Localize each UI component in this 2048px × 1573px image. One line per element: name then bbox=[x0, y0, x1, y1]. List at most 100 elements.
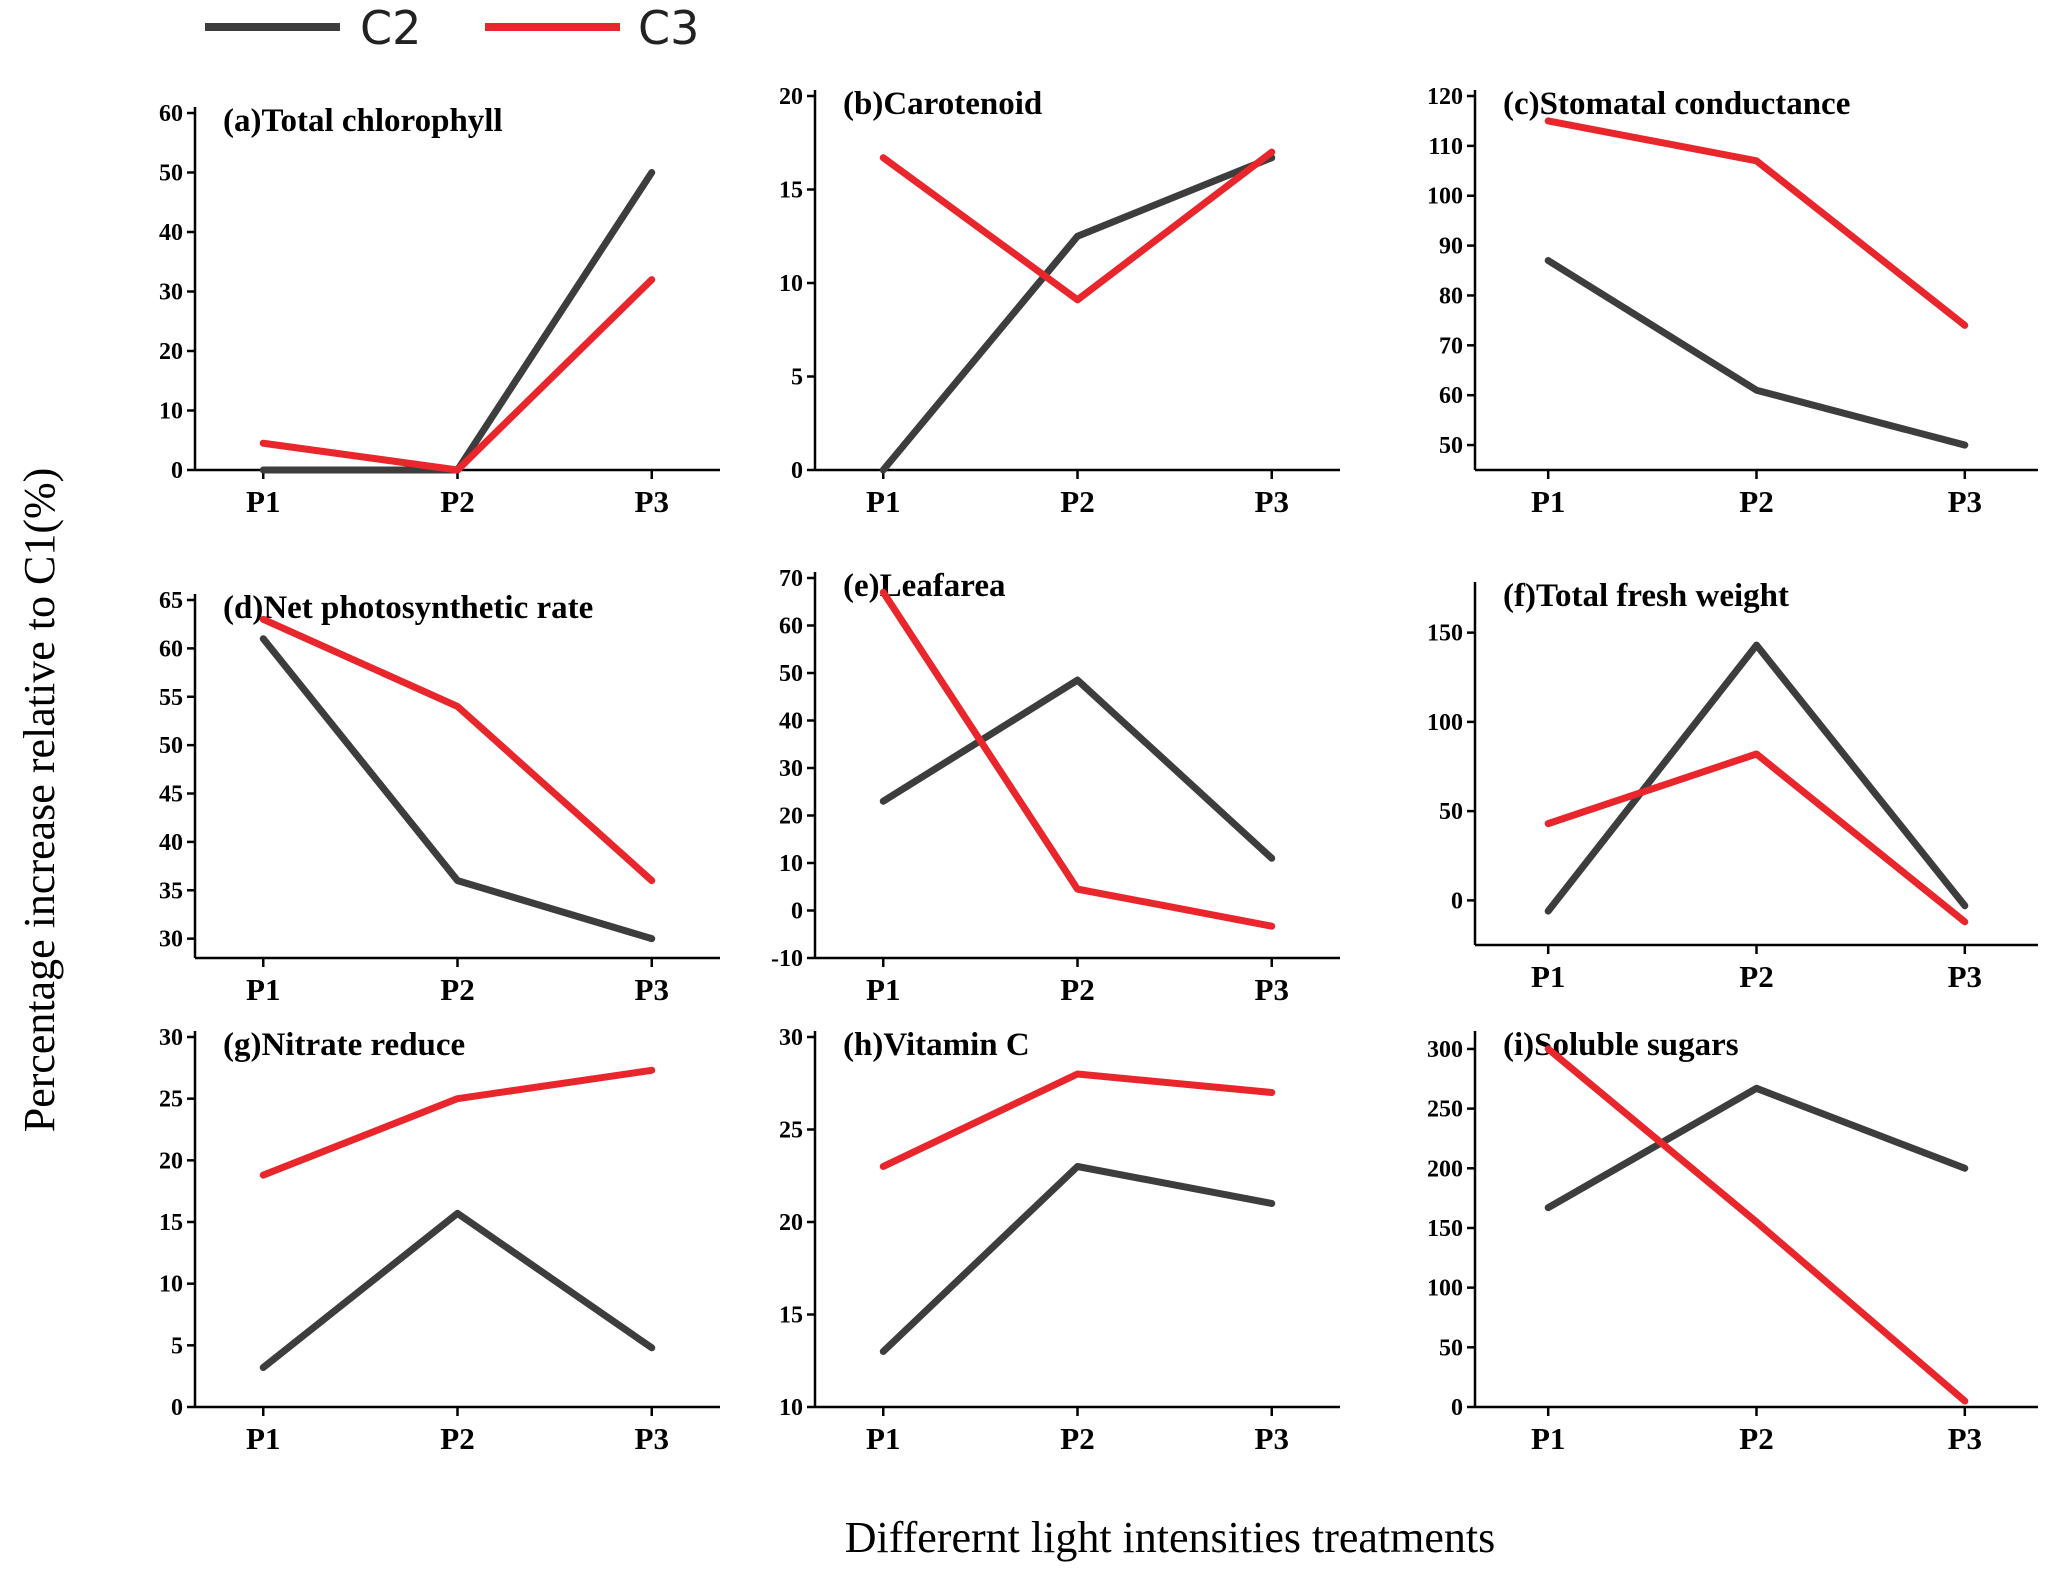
y-tick-label: 0 bbox=[791, 899, 803, 925]
x-tick-label: P1 bbox=[1531, 1421, 1565, 1456]
series-line-c2 bbox=[1544, 1084, 1969, 1212]
x-tick-label: P1 bbox=[246, 972, 280, 1007]
y-tick-label: 60 bbox=[1439, 383, 1463, 409]
x-tick-label: P3 bbox=[1948, 484, 1982, 519]
y-tick-label: 55 bbox=[159, 685, 183, 711]
x-tick-label: P3 bbox=[635, 484, 669, 519]
y-tick-label: 150 bbox=[1427, 621, 1463, 647]
y-tick-label: 120 bbox=[1427, 84, 1463, 110]
y-tick-label: 50 bbox=[1439, 433, 1463, 459]
y-tick-label: 20 bbox=[779, 1210, 803, 1236]
x-tick-label: P3 bbox=[1948, 1421, 1982, 1456]
panel-e: -10 0 10 20 30 40 50 60 70 P1 P2 P3 (e)Leafarea bbox=[771, 566, 1340, 1007]
series-line-c2 bbox=[879, 154, 1276, 474]
y-tick-label: 30 bbox=[159, 927, 183, 953]
y-tick-label: 300 bbox=[1427, 1037, 1463, 1063]
series-line-c3 bbox=[1544, 117, 1969, 329]
y-tick-label: 0 bbox=[1451, 888, 1463, 914]
y-tick-label: 25 bbox=[779, 1118, 803, 1144]
y-tick-label: 5 bbox=[791, 365, 803, 391]
y-tick-label: 20 bbox=[159, 1148, 183, 1174]
panel-g: 0 5 10 15 20 25 30 P1 P2 P3 (g)Nitrate reduce bbox=[159, 1025, 720, 1456]
series-line-c3 bbox=[1544, 1045, 1969, 1405]
y-tick-label: 40 bbox=[159, 220, 183, 246]
y-tick-label: 70 bbox=[1439, 333, 1463, 359]
y-tick-label: 70 bbox=[779, 566, 803, 592]
x-tick-label: P2 bbox=[1739, 484, 1773, 519]
y-tick-label: -10 bbox=[771, 946, 803, 972]
x-tick-label: P2 bbox=[1060, 972, 1094, 1007]
y-tick-label: 100 bbox=[1427, 1276, 1463, 1302]
panel-i: 0 50 100 150 200 250 300 P1 P2 P3 (i)Soluble sugar… bbox=[1427, 1027, 2038, 1456]
x-tick-label: P3 bbox=[1255, 1421, 1289, 1456]
y-tick-label: 10 bbox=[779, 271, 803, 297]
legend-label-c2: C2 bbox=[360, 1, 421, 55]
y-tick-label: 35 bbox=[159, 878, 183, 904]
series-line-c2 bbox=[259, 635, 656, 943]
y-tick-label: 30 bbox=[779, 1025, 803, 1051]
y-tick-label: 50 bbox=[159, 161, 183, 187]
series-line-c2 bbox=[259, 169, 656, 474]
panel-title: (b)Carotenoid bbox=[843, 86, 1042, 122]
panel-title: (h)Vitamin C bbox=[843, 1027, 1030, 1063]
x-tick-label: P3 bbox=[635, 1421, 669, 1456]
y-tick-label: 250 bbox=[1427, 1097, 1463, 1123]
x-tick-label: P1 bbox=[1531, 959, 1565, 994]
panel-title: (a)Total chlorophyll bbox=[223, 103, 503, 139]
y-axis-title: Percentage increase relative to C1(%) bbox=[15, 468, 64, 1133]
series-line-c3 bbox=[879, 148, 1276, 304]
panel-b: 0 5 10 15 20 P1 P2 P3 (b)Carotenoid bbox=[779, 84, 1340, 519]
y-tick-label: 50 bbox=[1439, 799, 1463, 825]
y-tick-label: 65 bbox=[159, 588, 183, 614]
y-tick-label: 30 bbox=[159, 1025, 183, 1051]
y-tick-label: 15 bbox=[779, 178, 803, 204]
y-tick-label: 5 bbox=[171, 1333, 183, 1359]
panel-h: 10 15 20 25 30 P1 P2 P3 (h)Vitamin C bbox=[779, 1025, 1340, 1456]
series-line-c2 bbox=[879, 1163, 1276, 1355]
x-tick-label: P2 bbox=[1739, 959, 1773, 994]
x-tick-label: P1 bbox=[866, 972, 900, 1007]
y-tick-label: 60 bbox=[159, 101, 183, 127]
series-line-c2 bbox=[259, 1209, 656, 1372]
y-tick-label: 15 bbox=[159, 1210, 183, 1236]
series-line-c3 bbox=[259, 276, 656, 474]
y-tick-label: 10 bbox=[779, 1395, 803, 1421]
panel-a: 0 10 20 30 40 50 60 P1 P2 P3 (a)Total chlorophyll bbox=[159, 101, 720, 519]
y-tick-label: 150 bbox=[1427, 1216, 1463, 1242]
y-tick-label: 110 bbox=[1428, 134, 1463, 160]
x-tick-label: P3 bbox=[1948, 959, 1982, 994]
y-tick-label: 60 bbox=[159, 636, 183, 662]
y-tick-label: 80 bbox=[1439, 283, 1463, 309]
y-tick-label: 30 bbox=[779, 756, 803, 782]
series-line-c2 bbox=[1544, 641, 1969, 915]
y-tick-label: 20 bbox=[779, 804, 803, 830]
panel-c: 50 60 70 80 90 100 110 120 P1 P2 P3 (c)Stomatal con… bbox=[1427, 84, 2038, 519]
panel-d: 30 35 40 45 50 55 60 65 P1 P2 P3 (d)Net photosynthe… bbox=[159, 588, 720, 1007]
y-tick-label: 40 bbox=[159, 830, 183, 856]
y-tick-label: 50 bbox=[159, 733, 183, 759]
series-line-c3 bbox=[1544, 750, 1969, 926]
y-tick-label: 0 bbox=[1451, 1395, 1463, 1421]
x-tick-label: P2 bbox=[1060, 484, 1094, 519]
y-tick-label: 0 bbox=[171, 458, 183, 484]
legend: C2 C3 bbox=[205, 1, 699, 55]
x-tick-label: P1 bbox=[1531, 484, 1565, 519]
y-tick-label: 40 bbox=[779, 709, 803, 735]
x-tick-label: P2 bbox=[1060, 1421, 1094, 1456]
legend-label-c3: C3 bbox=[638, 1, 699, 55]
x-axis-title: Differernt light intensities treatments bbox=[845, 1513, 1495, 1562]
panel-f: 0 50 100 150 P1 P2 P3 (f)Total fresh weight bbox=[1427, 578, 2038, 994]
y-tick-label: 20 bbox=[779, 84, 803, 110]
series-line-c2 bbox=[879, 676, 1276, 862]
x-tick-label: P1 bbox=[866, 484, 900, 519]
y-tick-label: 100 bbox=[1427, 710, 1463, 736]
series-line-c3 bbox=[879, 588, 1276, 930]
y-tick-label: 10 bbox=[159, 399, 183, 425]
y-tick-label: 50 bbox=[779, 661, 803, 687]
x-tick-label: P1 bbox=[246, 484, 280, 519]
x-tick-label: P2 bbox=[440, 972, 474, 1007]
panel-title: (c)Stomatal conductance bbox=[1503, 86, 1850, 122]
y-tick-label: 60 bbox=[779, 614, 803, 640]
y-tick-label: 90 bbox=[1439, 234, 1463, 260]
